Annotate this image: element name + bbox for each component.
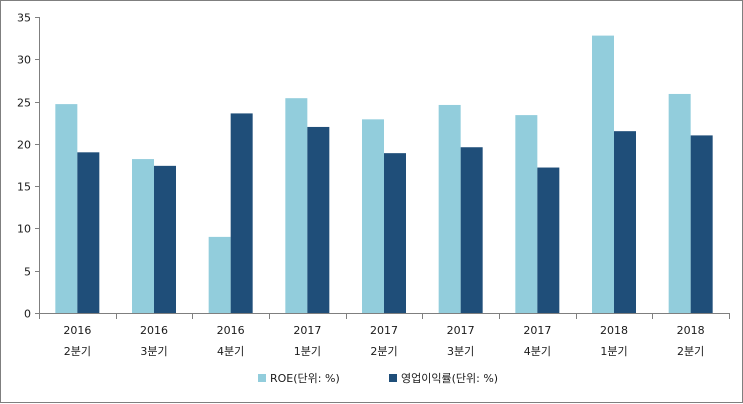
x-tick-label: 2017 [447,324,475,337]
bar-roe [438,104,461,313]
y-axis: 0 5 10 15 20 25 30 35 [17,12,40,321]
bar-roe [55,104,78,313]
x-tick-label: 2018 [677,324,705,337]
bar-operating-margin [460,147,483,313]
legend-swatch [258,374,266,382]
x-tick-label: 2분기 [677,345,704,358]
legend: ROE(단위: %) 영업이익률(단위: %) [258,372,498,385]
x-tick-label: 1분기 [294,345,321,358]
y-tick-label: 5 [24,266,31,279]
legend-label: 영업이익률(단위: %) [401,372,498,385]
bar-roe [208,236,231,313]
x-tick-label: 1분기 [600,345,627,358]
legend-swatch [389,374,397,382]
bar-operating-margin [537,167,560,313]
y-tick-label: 25 [17,97,31,110]
y-tick-label: 30 [17,54,31,67]
x-tick-label: 2분기 [370,345,397,358]
bar-operating-margin [307,126,330,313]
bar-roe [362,119,384,314]
bars [55,35,713,314]
x-tick-label: 2017 [523,324,551,337]
x-tick-label: 2016 [140,324,168,337]
bar-operating-margin [690,135,713,313]
bar-roe [592,35,614,313]
x-tick-label: 3분기 [140,345,167,358]
x-tick-label: 4분기 [524,345,551,358]
bar-roe [132,159,154,313]
bar-operating-margin [230,113,253,313]
y-tick-label: 20 [17,139,31,152]
bar-roe [515,115,538,313]
bar-operating-margin [614,131,636,313]
x-tick-label: 2016 [217,324,245,337]
bar-roe [285,98,308,313]
x-axis: 2016 2분기 2016 3분기 2016 4분기 2017 1분기 2017 2분기 2017 3… [39,313,730,358]
bar-operating-margin [77,152,100,313]
bar-operating-margin [384,153,406,313]
y-tick-label: 35 [17,12,31,25]
x-tick-label: 2016 [63,324,91,337]
x-tick-label: 2018 [600,324,628,337]
y-tick-label: 15 [17,181,31,194]
x-tick-label: 3분기 [447,345,474,358]
bar-operating-margin [154,165,176,313]
bar-roe [668,93,691,314]
x-tick-label: 4분기 [217,345,244,358]
x-tick-label: 2017 [293,324,321,337]
x-tick-label: 2분기 [64,345,91,358]
y-tick-label: 10 [17,223,31,236]
x-tick-label: 2017 [370,324,398,337]
y-tick-label: 0 [24,308,31,321]
legend-label: ROE(단위: %) [270,372,340,385]
